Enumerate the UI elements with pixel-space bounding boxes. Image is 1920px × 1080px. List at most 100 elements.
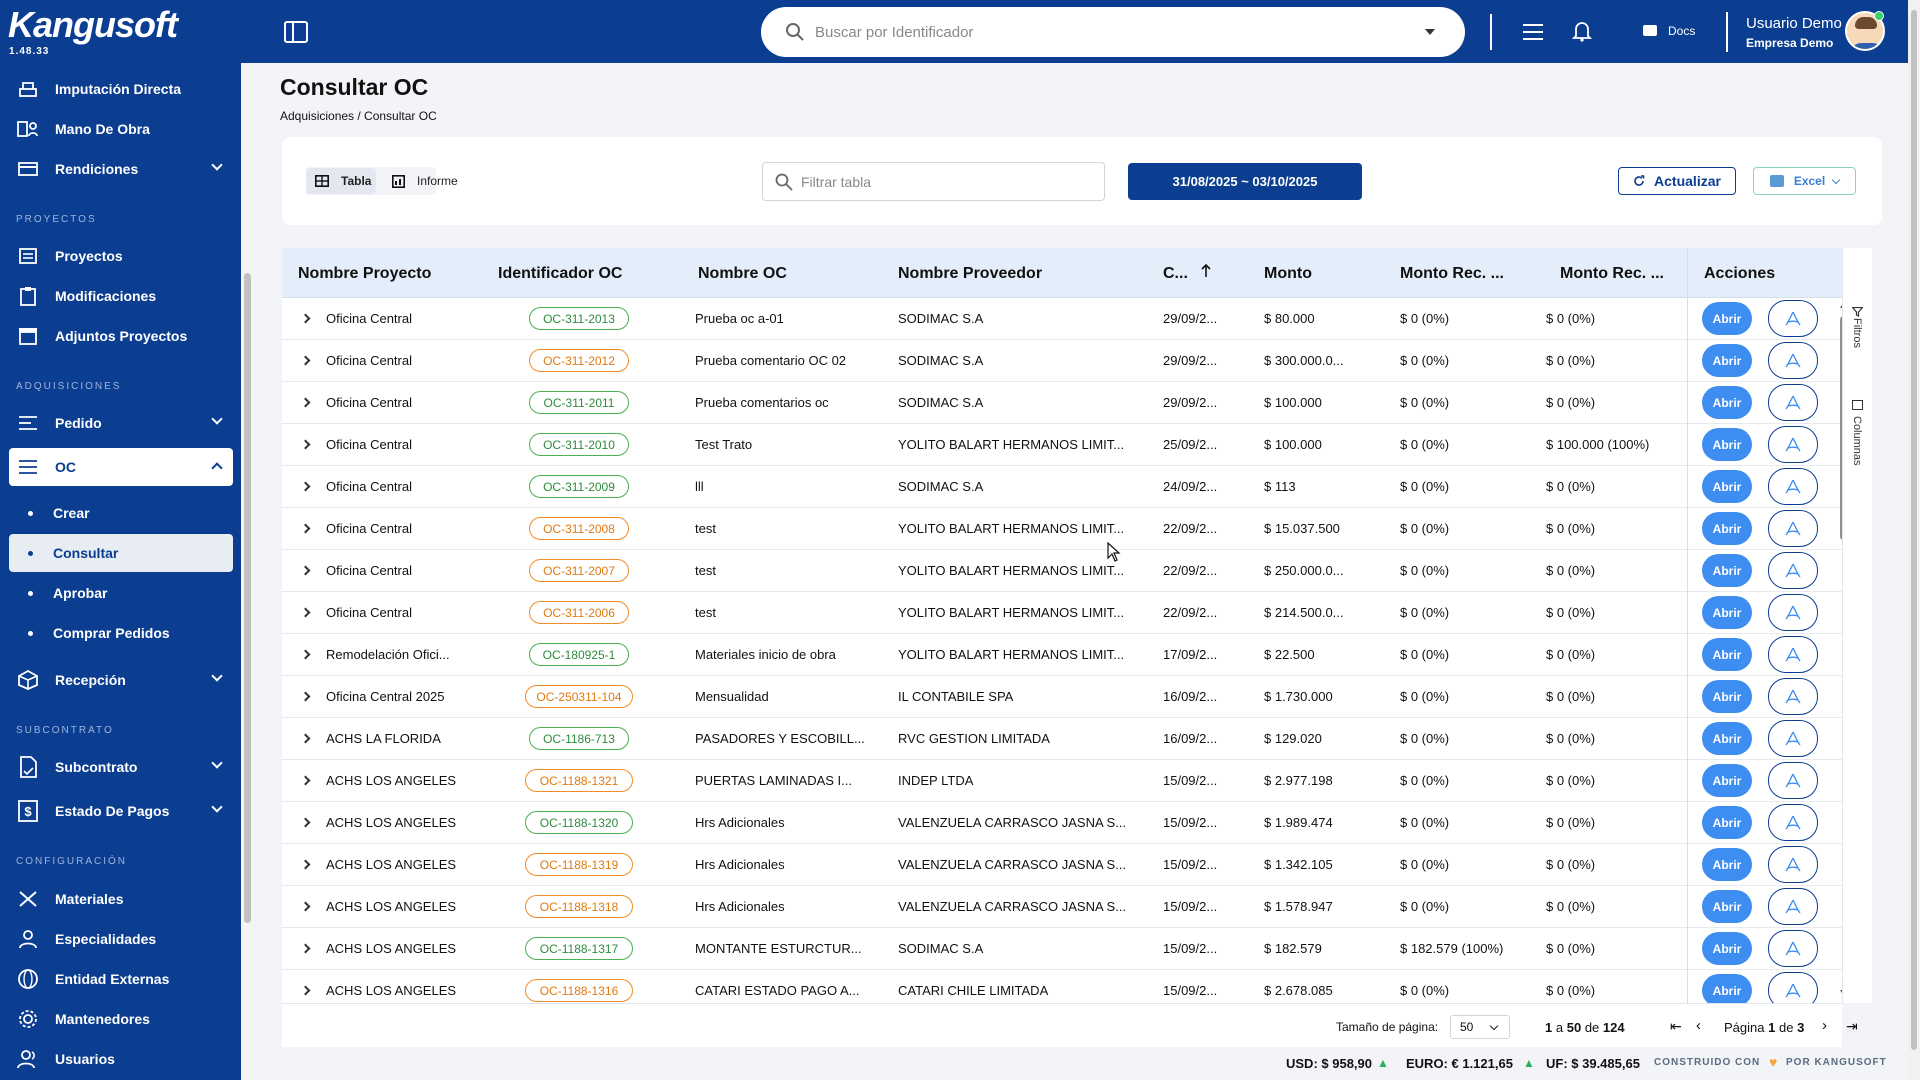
open-button[interactable]: Abrir bbox=[1702, 512, 1752, 545]
search-input[interactable]: Buscar por Identificador bbox=[815, 23, 974, 41]
oc-id-badge[interactable]: OC-311-2012 bbox=[529, 349, 629, 372]
pdf-button[interactable] bbox=[1768, 804, 1818, 841]
pdf-button[interactable] bbox=[1768, 510, 1818, 547]
pdf-button[interactable] bbox=[1768, 930, 1818, 967]
open-button[interactable]: Abrir bbox=[1702, 386, 1752, 419]
pdf-button[interactable] bbox=[1768, 594, 1818, 631]
expand-row-icon[interactable] bbox=[300, 817, 311, 828]
sidebar-scroll-thumb[interactable] bbox=[244, 273, 251, 923]
sidebar-subitem-aprobar[interactable]: Aprobar bbox=[9, 574, 233, 612]
pdf-button[interactable] bbox=[1768, 300, 1818, 337]
sidebar-item-usuarios[interactable]: Usuarios bbox=[9, 1040, 233, 1078]
col-monto[interactable]: Monto bbox=[1264, 265, 1312, 282]
sidebar-scrollbar[interactable] bbox=[241, 63, 256, 1080]
table-row[interactable]: Oficina Central OC-311-2012 Prueba comenta… bbox=[282, 340, 1842, 382]
page-size-select[interactable]: 50 bbox=[1450, 1015, 1510, 1039]
sidebar-item-materiales[interactable]: Materiales bbox=[9, 880, 233, 918]
open-button[interactable]: Abrir bbox=[1702, 554, 1752, 587]
col-monto-rec-1[interactable]: Monto Rec. ... bbox=[1400, 265, 1504, 282]
table-row[interactable]: Oficina Central OC-311-2013 Prueba oc a-01… bbox=[282, 298, 1842, 340]
page-scrollbar[interactable] bbox=[1908, 0, 1920, 1080]
sidebar-item-modificaciones[interactable]: Modificaciones bbox=[9, 277, 233, 315]
pdf-button[interactable] bbox=[1768, 678, 1818, 715]
expand-row-icon[interactable] bbox=[300, 691, 311, 702]
sidebar-item-proyectos[interactable]: Proyectos bbox=[9, 237, 233, 275]
pdf-button[interactable] bbox=[1768, 468, 1818, 505]
open-button[interactable]: Abrir bbox=[1702, 428, 1752, 461]
columns-tab[interactable]: Columnas bbox=[1851, 416, 1863, 466]
oc-id-badge[interactable]: OC-1188-1318 bbox=[525, 895, 633, 918]
open-button[interactable]: Abrir bbox=[1702, 764, 1752, 797]
table-row[interactable]: ACHS LA FLORIDA OC-1186-713 PASADORES Y ES… bbox=[282, 718, 1842, 760]
expand-row-icon[interactable] bbox=[300, 313, 311, 324]
col-identificador-oc[interactable]: Identificador OC bbox=[498, 265, 623, 282]
expand-row-icon[interactable] bbox=[300, 523, 311, 534]
expand-row-icon[interactable] bbox=[300, 733, 311, 744]
col-creacion[interactable]: C... bbox=[1163, 265, 1188, 282]
oc-id-badge[interactable]: OC-1188-1319 bbox=[525, 853, 633, 876]
col-nombre-proyecto[interactable]: Nombre Proyecto bbox=[298, 265, 432, 282]
last-page-icon[interactable]: ⇥ bbox=[1846, 1018, 1858, 1034]
open-button[interactable]: Abrir bbox=[1702, 722, 1752, 755]
open-button[interactable]: Abrir bbox=[1702, 890, 1752, 923]
open-button[interactable]: Abrir bbox=[1702, 344, 1752, 377]
sidebar-item-mano-de-obra[interactable]: Mano De Obra bbox=[9, 110, 233, 148]
expand-row-icon[interactable] bbox=[300, 397, 311, 408]
pdf-button[interactable] bbox=[1768, 426, 1818, 463]
open-button[interactable]: Abrir bbox=[1702, 596, 1752, 629]
pdf-button[interactable] bbox=[1768, 384, 1818, 421]
pdf-button[interactable] bbox=[1768, 846, 1818, 883]
open-button[interactable]: Abrir bbox=[1702, 806, 1752, 839]
page-scroll-thumb[interactable] bbox=[1911, 10, 1917, 1050]
sidebar-item-adjuntos-proyectos[interactable]: Adjuntos Proyectos bbox=[9, 317, 233, 355]
docs-link[interactable]: Docs bbox=[1668, 24, 1696, 38]
expand-row-icon[interactable] bbox=[300, 649, 311, 660]
table-row[interactable]: Oficina Central OC-311-2006 test YOLITO BAL… bbox=[282, 592, 1842, 634]
table-row[interactable]: ACHS LOS ANGELES OC-1188-1320 Hrs Adiciona… bbox=[282, 802, 1842, 844]
sidebar-item-pedido[interactable]: Pedido bbox=[9, 404, 233, 442]
open-button[interactable]: Abrir bbox=[1702, 302, 1752, 335]
breadcrumb[interactable]: Adquisiciones / Consultar OC bbox=[280, 109, 437, 123]
filters-tab[interactable]: Filtros bbox=[1851, 318, 1863, 348]
expand-row-icon[interactable] bbox=[300, 355, 311, 366]
pdf-button[interactable] bbox=[1768, 888, 1818, 925]
date-range-button[interactable]: 31/08/2025 ~ 03/10/2025 bbox=[1128, 163, 1362, 200]
caret-down-icon[interactable] bbox=[1425, 29, 1435, 35]
oc-id-badge[interactable]: OC-311-2013 bbox=[529, 307, 629, 330]
excel-export-button[interactable]: Excel bbox=[1753, 167, 1856, 195]
oc-id-badge[interactable]: OC-250311-104 bbox=[525, 685, 633, 708]
sidebar-toggle-icon[interactable] bbox=[284, 21, 308, 43]
filter-icon[interactable] bbox=[1851, 304, 1864, 320]
pdf-button[interactable] bbox=[1768, 762, 1818, 799]
sidebar-item-estado-de-pagos[interactable]: $ Estado De Pagos bbox=[9, 792, 233, 830]
expand-row-icon[interactable] bbox=[300, 607, 311, 618]
sidebar-item-entidad-externas[interactable]: Entidad Externas bbox=[9, 960, 233, 998]
oc-id-badge[interactable]: OC-311-2010 bbox=[529, 433, 629, 456]
tab-tabla[interactable]: Tabla bbox=[306, 168, 376, 194]
oc-id-badge[interactable]: OC-1188-1316 bbox=[525, 979, 633, 1002]
sidebar-item-recepcion[interactable]: Recepción bbox=[9, 661, 233, 699]
refresh-button[interactable]: Actualizar bbox=[1618, 167, 1736, 195]
menu-icon[interactable] bbox=[1522, 22, 1544, 45]
pdf-button[interactable] bbox=[1768, 636, 1818, 673]
pdf-button[interactable] bbox=[1768, 342, 1818, 379]
filter-table-input[interactable]: Filtrar tabla bbox=[762, 162, 1105, 201]
col-monto-rec-2[interactable]: Monto Rec. ... bbox=[1560, 265, 1664, 282]
expand-row-icon[interactable] bbox=[300, 481, 311, 492]
sidebar-item-especialidades[interactable]: Especialidades bbox=[9, 920, 233, 958]
open-button[interactable]: Abrir bbox=[1702, 680, 1752, 713]
sidebar-item-rendiciones[interactable]: Rendiciones bbox=[9, 150, 233, 188]
table-row[interactable]: Oficina Central OC-311-2007 test YOLITO BAL… bbox=[282, 550, 1842, 592]
table-row[interactable]: ACHS LOS ANGELES OC-1188-1317 MONTANTE EST… bbox=[282, 928, 1842, 970]
oc-id-badge[interactable]: OC-1188-1320 bbox=[525, 811, 633, 834]
expand-row-icon[interactable] bbox=[300, 901, 311, 912]
first-page-icon[interactable]: ⇤ bbox=[1670, 1018, 1682, 1034]
expand-row-icon[interactable] bbox=[300, 985, 311, 996]
table-row[interactable]: Oficina Central OC-311-2008 test YOLITO BAL… bbox=[282, 508, 1842, 550]
table-row[interactable]: ACHS LOS ANGELES OC-1188-1318 Hrs Adiciona… bbox=[282, 886, 1842, 928]
col-nombre-proveedor[interactable]: Nombre Proveedor bbox=[898, 265, 1043, 282]
columns-icon[interactable] bbox=[1852, 400, 1863, 410]
next-page-icon[interactable]: › bbox=[1822, 1017, 1827, 1034]
expand-row-icon[interactable] bbox=[300, 859, 311, 870]
open-button[interactable]: Abrir bbox=[1702, 932, 1752, 965]
